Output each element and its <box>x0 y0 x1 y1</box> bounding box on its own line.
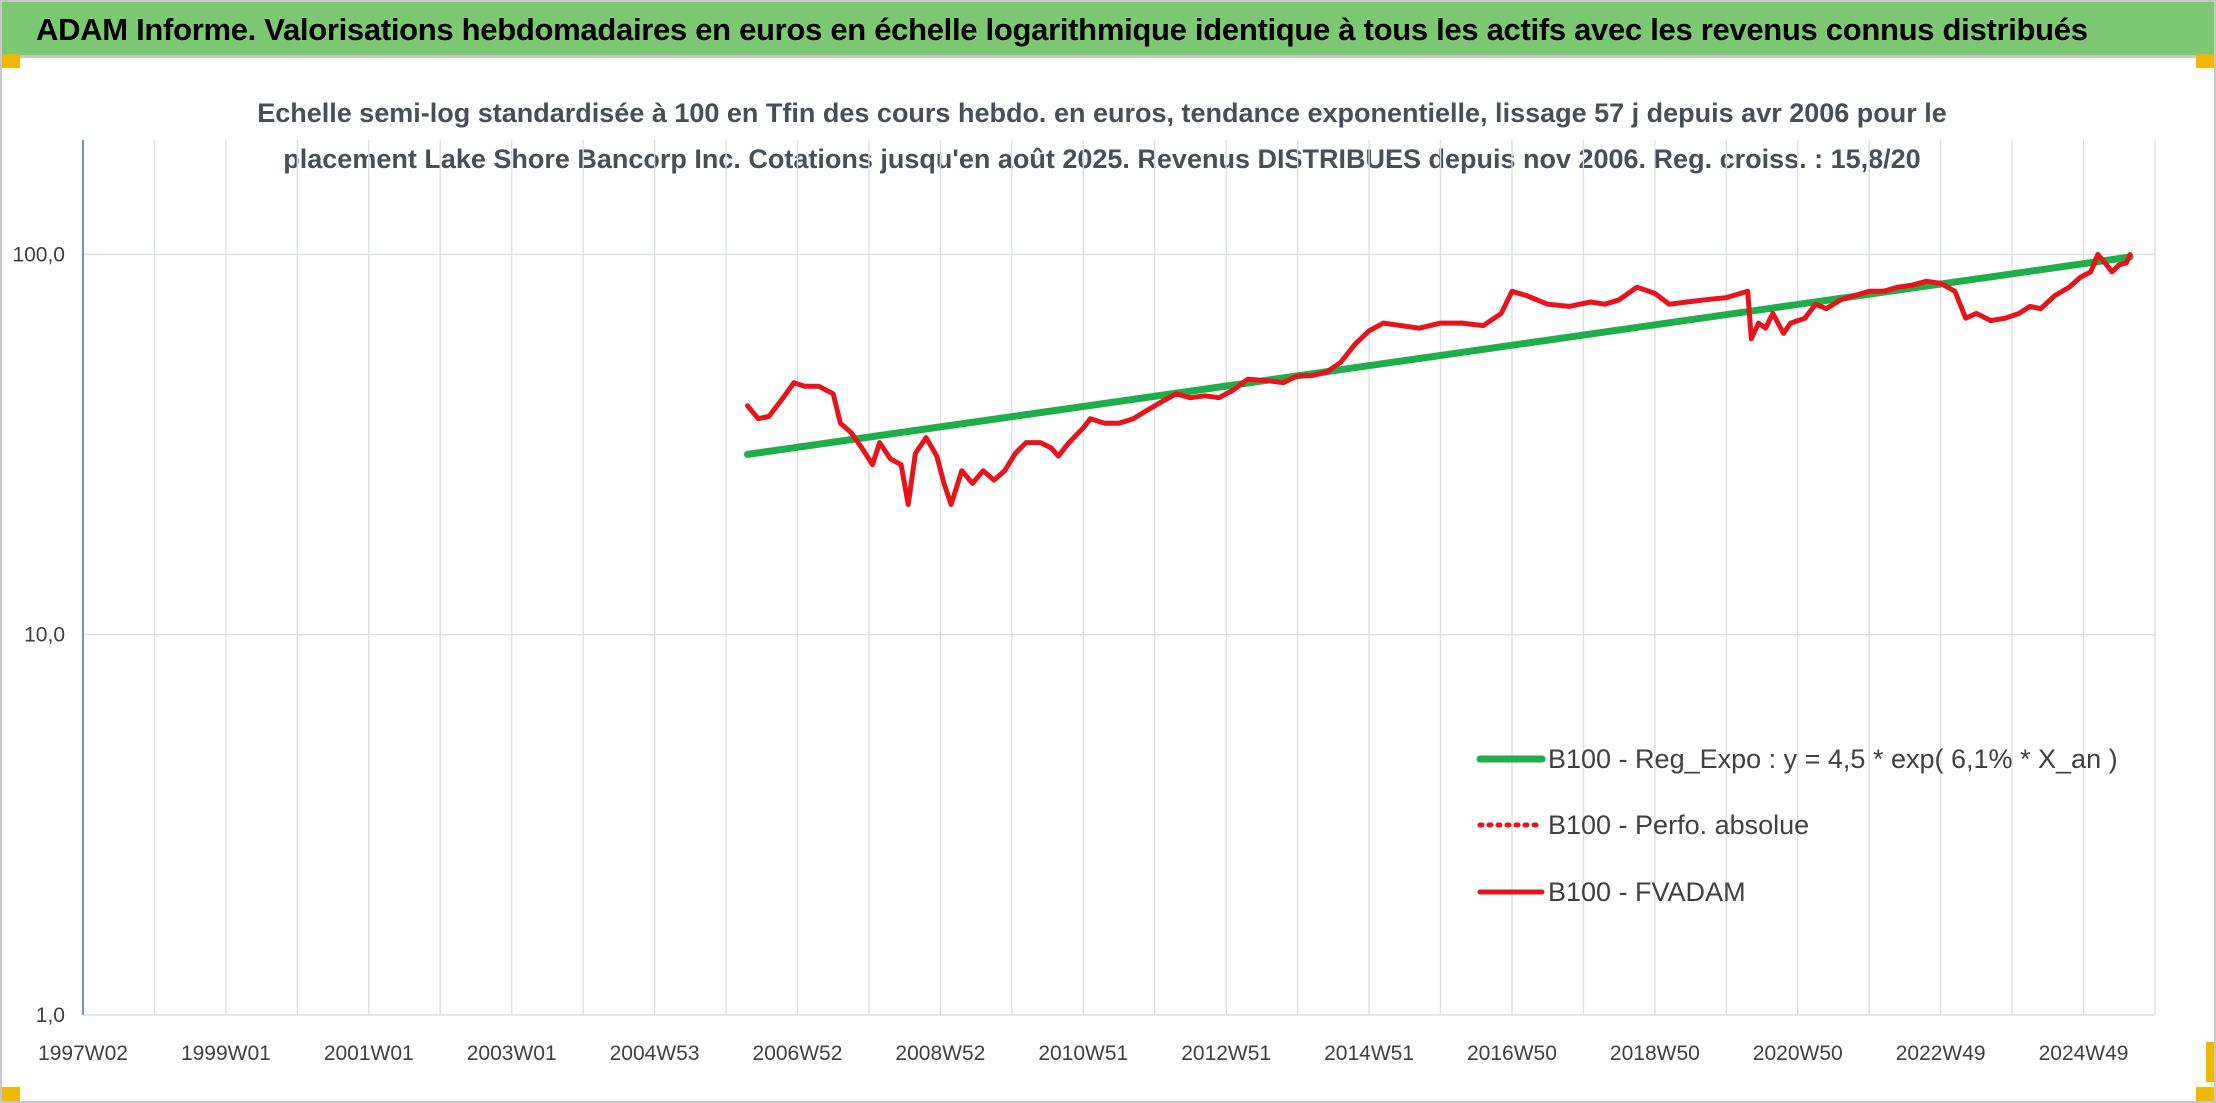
x-tick-label: 2018W50 <box>1610 1042 1700 1065</box>
y-tick-label: 100,0 <box>12 243 65 266</box>
x-tick-label: 2008W52 <box>895 1042 985 1065</box>
x-tick-label: 2014W51 <box>1324 1042 1414 1065</box>
corner-marker <box>2196 54 2214 68</box>
x-tick-label: 2003W01 <box>467 1042 557 1065</box>
legend-label-1: B100 - Reg_Expo : y = 4,5 * exp( 6,1% * … <box>1548 744 2118 774</box>
x-tick-label: 2016W50 <box>1467 1042 1557 1065</box>
x-tick-label: 2001W01 <box>324 1042 414 1065</box>
report-title: ADAM Informe. Valorisations hebdomadaire… <box>36 12 2088 47</box>
x-tick-label: 2012W51 <box>1181 1042 1271 1065</box>
chart-title-line1: Echelle semi-log standardisée à 100 en T… <box>257 98 1947 128</box>
corner-marker <box>2 54 20 68</box>
series-line-3 <box>745 252 2133 507</box>
corner-marker <box>2206 1042 2214 1082</box>
x-tick-label: 2010W51 <box>1038 1042 1128 1065</box>
chart-grid <box>82 140 2156 1016</box>
x-tick-label: 1999W01 <box>181 1042 271 1065</box>
y-tick-label: 1,0 <box>36 1004 65 1027</box>
legend-label-2: B100 - Perfo. absolue <box>1548 810 1809 840</box>
chart-axes: 1,0 10,0 100,0 1997W02 1999W01 2001W01 2003W01… <box>12 140 2129 1065</box>
chart-legend: B100 - Reg_Expo : y = 4,5 * exp( 6,1% * … <box>1476 744 2118 907</box>
chart-series <box>744 252 2134 507</box>
report-banner: ADAM Informe. Valorisations hebdomadaire… <box>2 2 2214 58</box>
y-tick-label: 10,0 <box>24 624 65 647</box>
corner-marker <box>2196 1087 2214 1101</box>
x-tick-label: 2022W49 <box>1896 1042 1986 1065</box>
chart-title-line2: placement Lake Shore Bancorp Inc. Cotati… <box>283 144 1921 174</box>
x-tick-label: 2020W50 <box>1753 1042 1843 1065</box>
x-tick-label: 2024W49 <box>2039 1042 2129 1065</box>
series-line-1 <box>744 253 2134 458</box>
corner-marker <box>2 1087 20 1101</box>
legend-label-3: B100 - FVADAM <box>1548 877 1746 907</box>
x-tick-label: 1997W02 <box>38 1042 128 1065</box>
x-tick-label: 2006W52 <box>753 1042 843 1065</box>
x-tick-label: 2004W53 <box>610 1042 700 1065</box>
